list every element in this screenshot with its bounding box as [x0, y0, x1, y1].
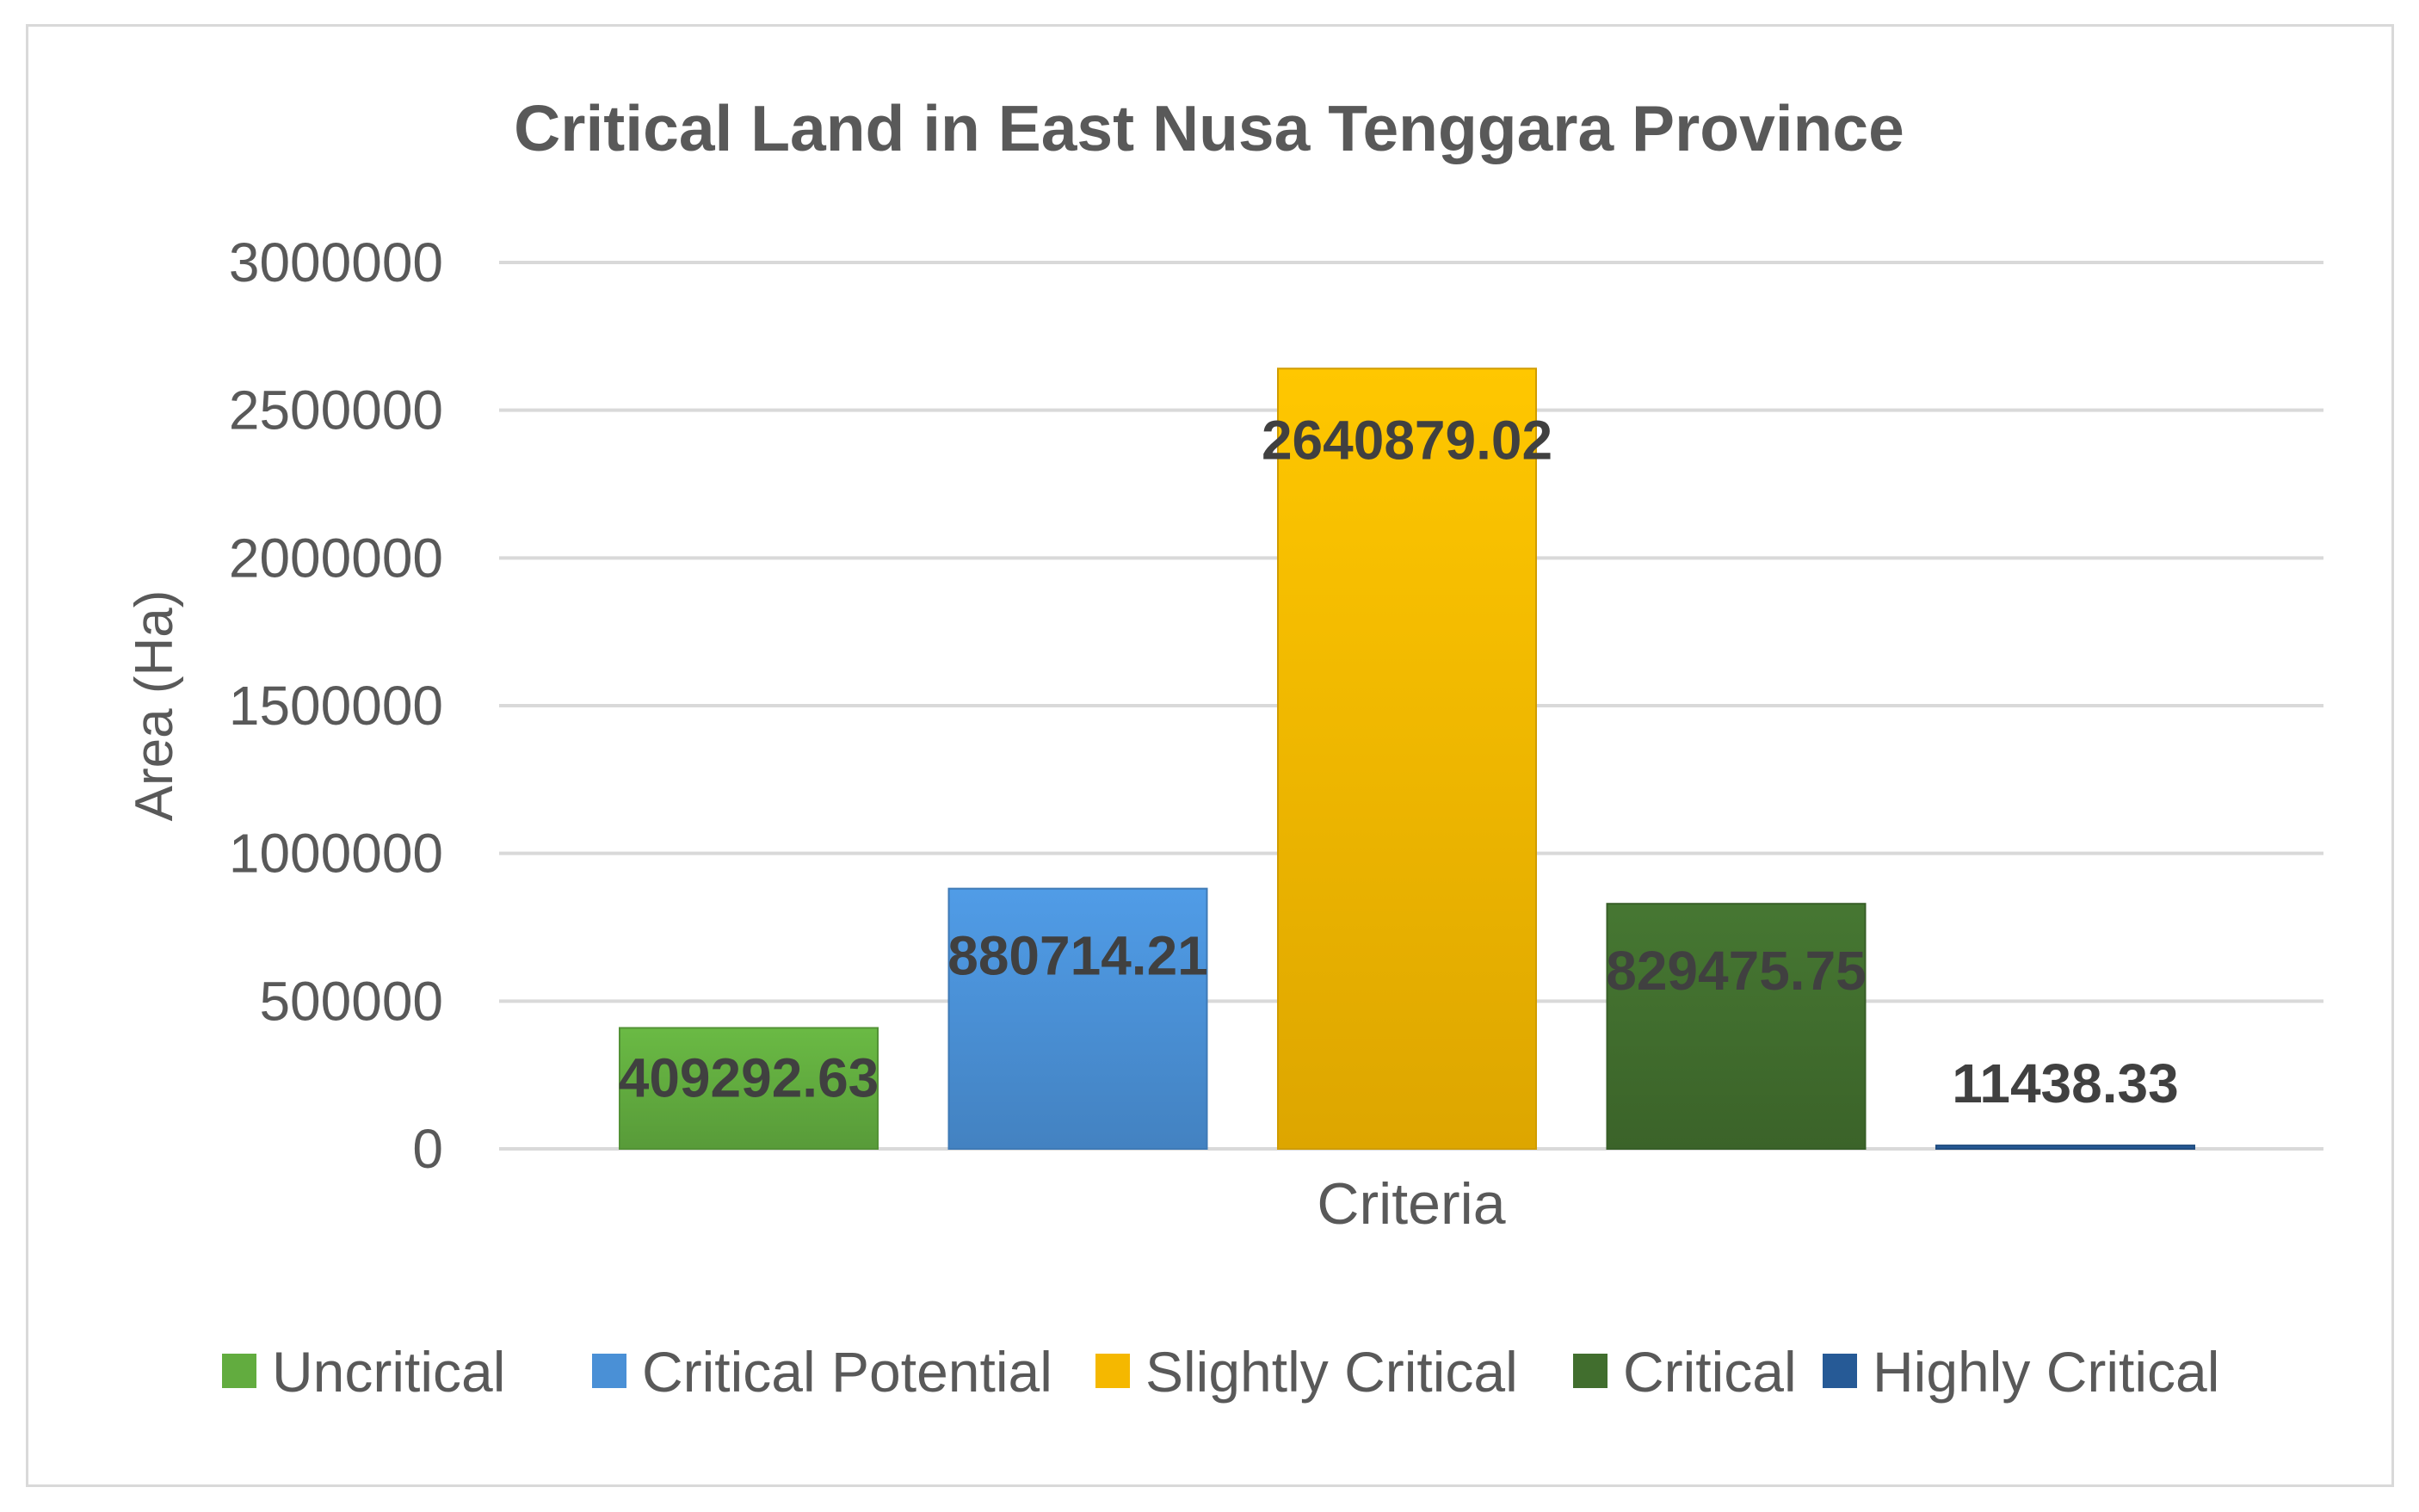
y-tick-label: 0: [412, 1118, 443, 1180]
legend: Uncritical Critical Potential Slightly Cri…: [222, 1340, 2219, 1404]
bar-uncritical: [619, 1027, 879, 1150]
y-tick-label: 1000000: [229, 823, 443, 885]
data-label: 880714.21: [947, 925, 1208, 987]
legend-swatch: [592, 1354, 626, 1388]
y-tick-label: 1500000: [229, 675, 443, 737]
legend-label: Uncritical: [272, 1340, 505, 1404]
legend-swatch: [1823, 1354, 1857, 1388]
bar-slightly-critical: [1277, 367, 1537, 1150]
bar-highly-critical: [1935, 1145, 2195, 1151]
legend-label: Highly Critical: [1873, 1340, 2219, 1404]
data-label: 2640879.02: [1262, 409, 1552, 471]
y-axis-label: Area (Ha): [125, 590, 184, 822]
data-label: 11438.33: [1952, 1052, 2178, 1114]
bars: [619, 367, 2195, 1151]
legend-swatch: [1573, 1354, 1608, 1388]
y-tick-label: 500000: [259, 970, 443, 1032]
legend-label: Slightly Critical: [1145, 1340, 1518, 1404]
chart-title: Critical Land in East Nusa Tenggara Prov…: [514, 92, 1904, 164]
bar-critical: [1606, 903, 1867, 1151]
y-tick-label: 2500000: [229, 380, 443, 441]
x-axis-label: Criteria: [1317, 1171, 1505, 1237]
chart-frame: [26, 24, 2394, 1487]
data-label: 829475.75: [1606, 940, 1867, 1002]
y-axis-ticks: 0 500000 1000000 1500000 2000000 2500000 30000…: [229, 231, 443, 1180]
legend-label: Critical: [1623, 1340, 1797, 1404]
legend-label: Critical Potential: [642, 1340, 1052, 1404]
bar-critical-potential: [947, 887, 1208, 1150]
data-label: 409292.63: [619, 1046, 879, 1108]
y-tick-label: 3000000: [229, 231, 443, 293]
y-tick-label: 2000000: [229, 527, 443, 589]
data-labels: 409292.63 880714.21 2640879.02 829475.75 114…: [619, 409, 2179, 1114]
legend-swatch: [222, 1354, 256, 1388]
legend-swatch: [1095, 1354, 1130, 1388]
